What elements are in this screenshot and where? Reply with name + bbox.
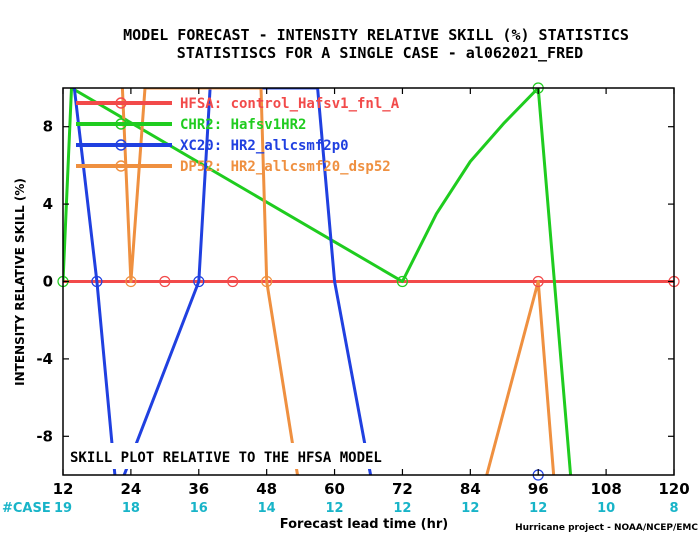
y-tick-label: -4	[36, 350, 53, 368]
case-count-layer: 19 18 16 14 12 12 12 12 10 8	[54, 501, 679, 516]
legend-marker-chr2	[115, 118, 127, 130]
legend: HFSA: control_Hafsv1_fnl_A CHR2: Hafsv1HR…	[76, 96, 400, 175]
annotation-background	[66, 443, 486, 469]
x-tick-label: 12	[53, 480, 74, 498]
case-count: 16	[190, 501, 208, 516]
x-axis-label: Forecast lead time (hr)	[280, 517, 448, 532]
x-tick-label: 84	[460, 480, 481, 498]
data-point-xc20	[193, 275, 205, 288]
case-count: 12	[529, 501, 547, 516]
y-tick-label: 0	[43, 273, 53, 291]
chart-subtitle: STATISTISCS FOR A SINGLE CASE - al062021…	[177, 44, 583, 62]
annotation-text: SKILL PLOT RELATIVE TO THE HFSA MODEL	[70, 450, 382, 466]
x-tick-label: 120	[658, 480, 689, 498]
legend-marker-hfsa	[115, 97, 127, 109]
y-axis-label: INTENSITY RELATIVE SKILL (%)	[13, 178, 27, 386]
credit-text: Hurricane project - NOAA/NCEP/EMC	[515, 523, 698, 533]
case-count: 12	[393, 501, 411, 516]
case-label: #CASE	[2, 501, 51, 516]
x-tick-label: 48	[256, 480, 277, 498]
series-line-hfsa	[63, 272, 674, 283]
case-count: 12	[326, 501, 344, 516]
legend-marker-xc20	[115, 139, 127, 151]
series-line-chr2	[63, 88, 573, 475]
chart-title: MODEL FORECAST - INTENSITY RELATIVE SKIL…	[123, 26, 629, 44]
legend-label-chr2: CHR2: Hafsv1HR2	[180, 117, 306, 133]
x-tick-label: 96	[528, 480, 549, 498]
x-tick-label: 60	[324, 480, 345, 498]
x-tick-label: 72	[392, 480, 413, 498]
case-count: 19	[54, 501, 72, 516]
x-tick-label: 36	[188, 480, 209, 498]
case-count: 14	[258, 501, 276, 516]
y-tick-label: -8	[36, 427, 53, 445]
data-point-hfsa	[227, 275, 239, 288]
x-tick-label: 108	[590, 480, 621, 498]
data-point-hfsa	[532, 275, 544, 288]
legend-label-xc20: XC20: HR2_allcsmf2p0	[180, 138, 349, 154]
x-tick-label: 24	[120, 480, 141, 498]
legend-label-hfsa: HFSA: control_Hafsv1_fnl_A	[180, 96, 400, 112]
case-count: 18	[122, 501, 140, 516]
y-tick-label: 8	[43, 118, 53, 136]
data-point-dp52	[261, 275, 273, 288]
series-line-xc20	[72, 88, 373, 475]
data-point-chr2	[396, 275, 408, 288]
data-point-hfsa	[159, 275, 171, 288]
case-count: 8	[669, 501, 678, 516]
series-line-dp52	[120, 88, 556, 475]
case-count: 12	[461, 501, 479, 516]
legend-marker-dp52	[115, 160, 127, 172]
data-point-xc20	[91, 275, 103, 288]
legend-label-dp52: DP52: HR2_allcsmf20_dsp52	[180, 159, 391, 175]
series-layer	[63, 88, 674, 475]
case-count: 10	[597, 501, 615, 516]
y-tick-label: 4	[43, 195, 53, 213]
marker-layer	[57, 82, 680, 481]
data-point-dp52	[125, 275, 137, 288]
